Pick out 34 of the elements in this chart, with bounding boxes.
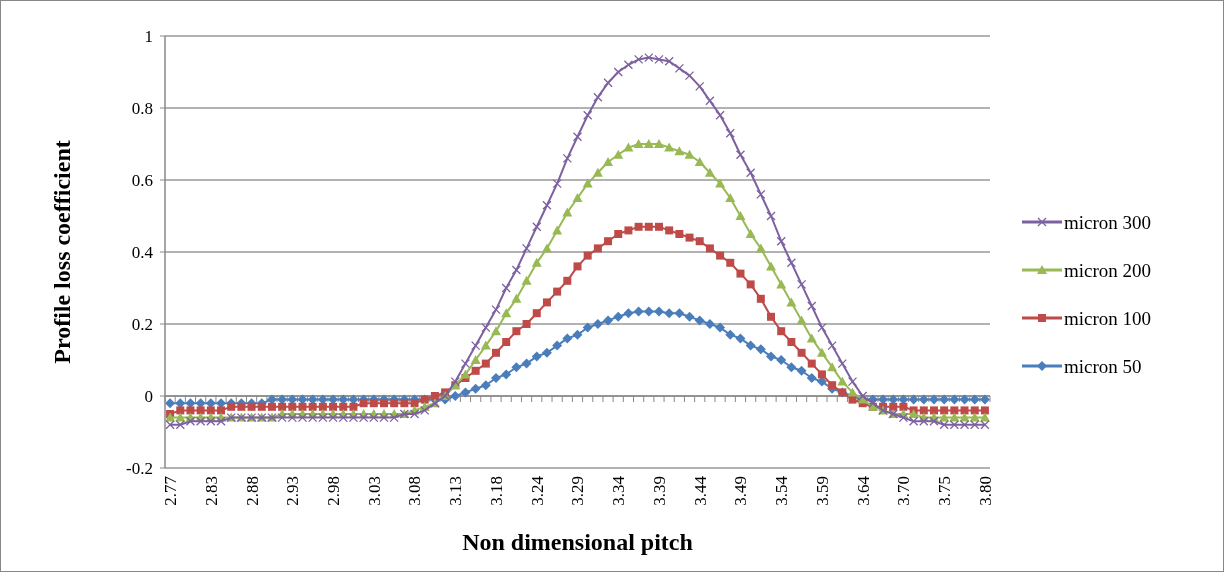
y-tick-label: 0.4 bbox=[131, 242, 154, 262]
y-tick-label: 0.8 bbox=[131, 98, 153, 118]
x-tick-label: 3.54 bbox=[772, 475, 792, 506]
x-tick-label: 3.03 bbox=[364, 476, 384, 506]
x-tick-label: 3.08 bbox=[405, 476, 425, 506]
x-tick-label: 3.49 bbox=[731, 476, 751, 506]
y-tick-label: 0 bbox=[144, 386, 153, 406]
x-tick-label: 3.29 bbox=[568, 476, 588, 506]
x-axis-title: Non dimensional pitch bbox=[462, 529, 693, 555]
x-tick-label: 3.59 bbox=[812, 476, 832, 506]
x-tick-label: 3.24 bbox=[527, 475, 547, 506]
x-tick-label: 2.98 bbox=[324, 476, 344, 506]
x-tick-label: 3.34 bbox=[609, 475, 629, 506]
x-tick-label: 2.77 bbox=[161, 475, 181, 506]
legend-label: micron 200 bbox=[1064, 259, 1152, 281]
legend-label: micron 100 bbox=[1064, 307, 1152, 329]
y-tick-label: 1 bbox=[144, 26, 153, 46]
legend-label: micron 50 bbox=[1064, 355, 1142, 377]
y-tick-label: -0.2 bbox=[126, 458, 153, 478]
y-tick-label: 0.2 bbox=[131, 314, 153, 334]
x-tick-label: 3.44 bbox=[690, 475, 710, 506]
y-axis-title: Profile loss coefficient bbox=[49, 140, 75, 364]
x-tick-label: 3.39 bbox=[649, 476, 669, 506]
x-tick-label: 3.70 bbox=[894, 476, 914, 506]
x-tick-label: 2.83 bbox=[201, 476, 221, 506]
x-tick-label: 3.18 bbox=[486, 476, 506, 506]
y-tick-label: 0.6 bbox=[131, 170, 153, 190]
x-tick-label: 3.80 bbox=[975, 476, 995, 506]
x-tick-label: 3.64 bbox=[853, 475, 873, 506]
legend-label: micron 300 bbox=[1064, 211, 1152, 233]
x-tick-label: 3.75 bbox=[935, 476, 955, 506]
x-tick-label: 3.13 bbox=[446, 476, 466, 506]
x-tick-label: 2.93 bbox=[283, 476, 303, 506]
x-tick-label: 2.88 bbox=[242, 476, 262, 506]
